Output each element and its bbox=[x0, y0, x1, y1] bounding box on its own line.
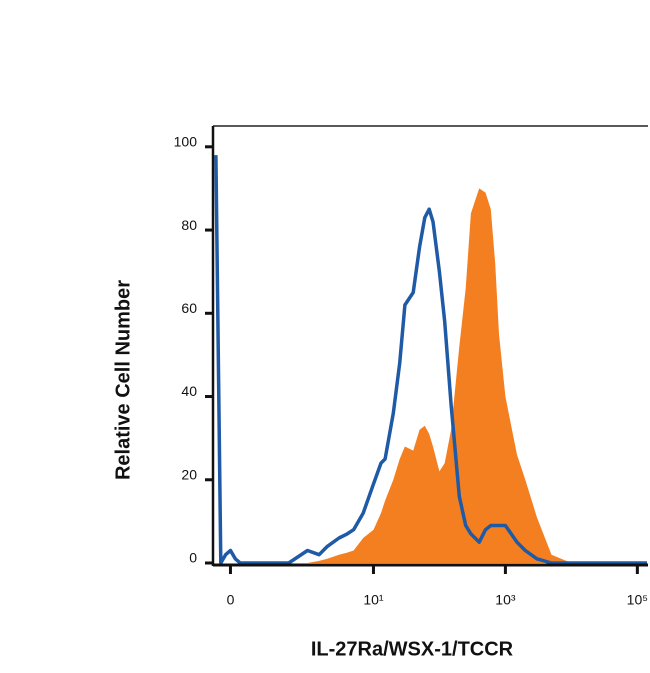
x-tick-label: 10³ bbox=[495, 592, 516, 608]
histogram-line bbox=[214, 155, 647, 565]
x-axis-label: IL-27Ra/WSX-1/TCCR bbox=[311, 638, 514, 660]
x-tick-label: 10⁵ bbox=[627, 592, 648, 608]
y-tick-label: 40 bbox=[181, 383, 197, 399]
x-tick-label: 0 bbox=[227, 592, 235, 608]
y-tick-label: 20 bbox=[181, 466, 197, 482]
y-tick-label: 100 bbox=[174, 134, 198, 150]
filled-histogram bbox=[215, 188, 647, 563]
x-tick-label: 10¹ bbox=[363, 592, 384, 608]
y-tick-label: 60 bbox=[181, 300, 197, 316]
y-tick-label: 80 bbox=[181, 217, 197, 233]
y-axis-label: Relative Cell Number bbox=[112, 280, 134, 480]
y-tick-label: 0 bbox=[189, 550, 197, 566]
